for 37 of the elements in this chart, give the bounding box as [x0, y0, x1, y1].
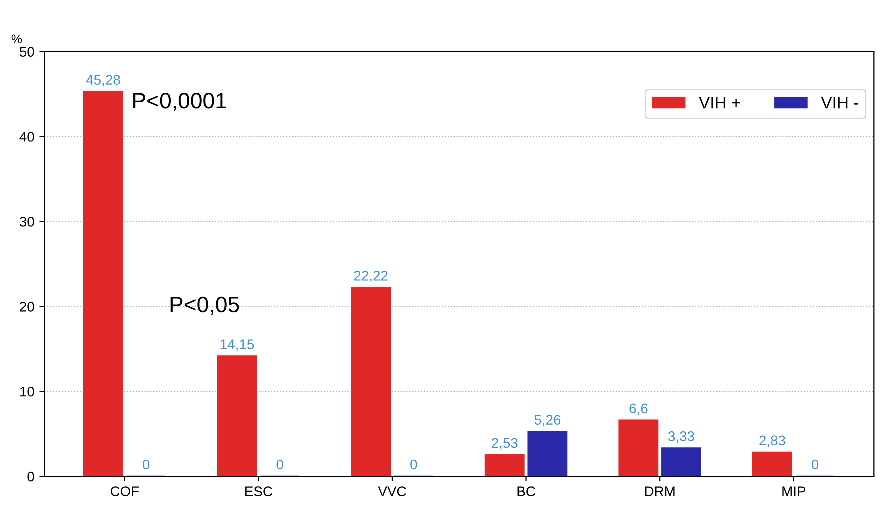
data-label: 5,26	[534, 415, 561, 427]
y-tick-label: 40	[20, 132, 34, 142]
data-label: 2,83	[760, 436, 786, 448]
data-label: 2,53	[492, 438, 518, 450]
x-tick-label: VVC	[378, 486, 406, 496]
legend-label: VIH +	[699, 97, 740, 109]
data-label: 0	[812, 460, 819, 470]
annotation: P<0,05	[170, 296, 240, 316]
y-axis-title: %	[12, 34, 22, 44]
bar	[752, 452, 792, 477]
data-label: 45,28	[86, 75, 120, 87]
data-label: 3,33	[668, 432, 694, 443]
bar	[528, 431, 568, 477]
bar	[618, 420, 659, 477]
y-tick-label: 0	[28, 472, 34, 482]
y-tick-label: 30	[20, 217, 34, 227]
annotation: P<0,0001	[134, 93, 226, 112]
bar	[662, 448, 702, 477]
data-label: 22,22	[354, 271, 388, 283]
x-tick-label: MIP	[782, 486, 806, 496]
data-label: 0	[276, 460, 284, 470]
data-label: 0	[410, 460, 418, 470]
x-tick-label: DRM	[645, 486, 675, 496]
bar	[484, 454, 525, 477]
x-tick-label: BC	[518, 486, 536, 496]
bar	[84, 91, 124, 477]
x-tick-label: COF	[110, 486, 139, 496]
data-label: 14,15	[220, 340, 254, 352]
data-label: 0	[142, 460, 150, 470]
data-label: 6,6	[630, 404, 648, 416]
bar	[351, 287, 392, 477]
y-tick-label: 10	[20, 386, 34, 397]
y-tick-label: 50	[20, 47, 34, 57]
bar	[217, 356, 258, 477]
x-tick-label: ESC	[246, 486, 272, 496]
y-tick-label: 20	[20, 302, 34, 312]
legend-label: VIH -	[821, 97, 858, 109]
